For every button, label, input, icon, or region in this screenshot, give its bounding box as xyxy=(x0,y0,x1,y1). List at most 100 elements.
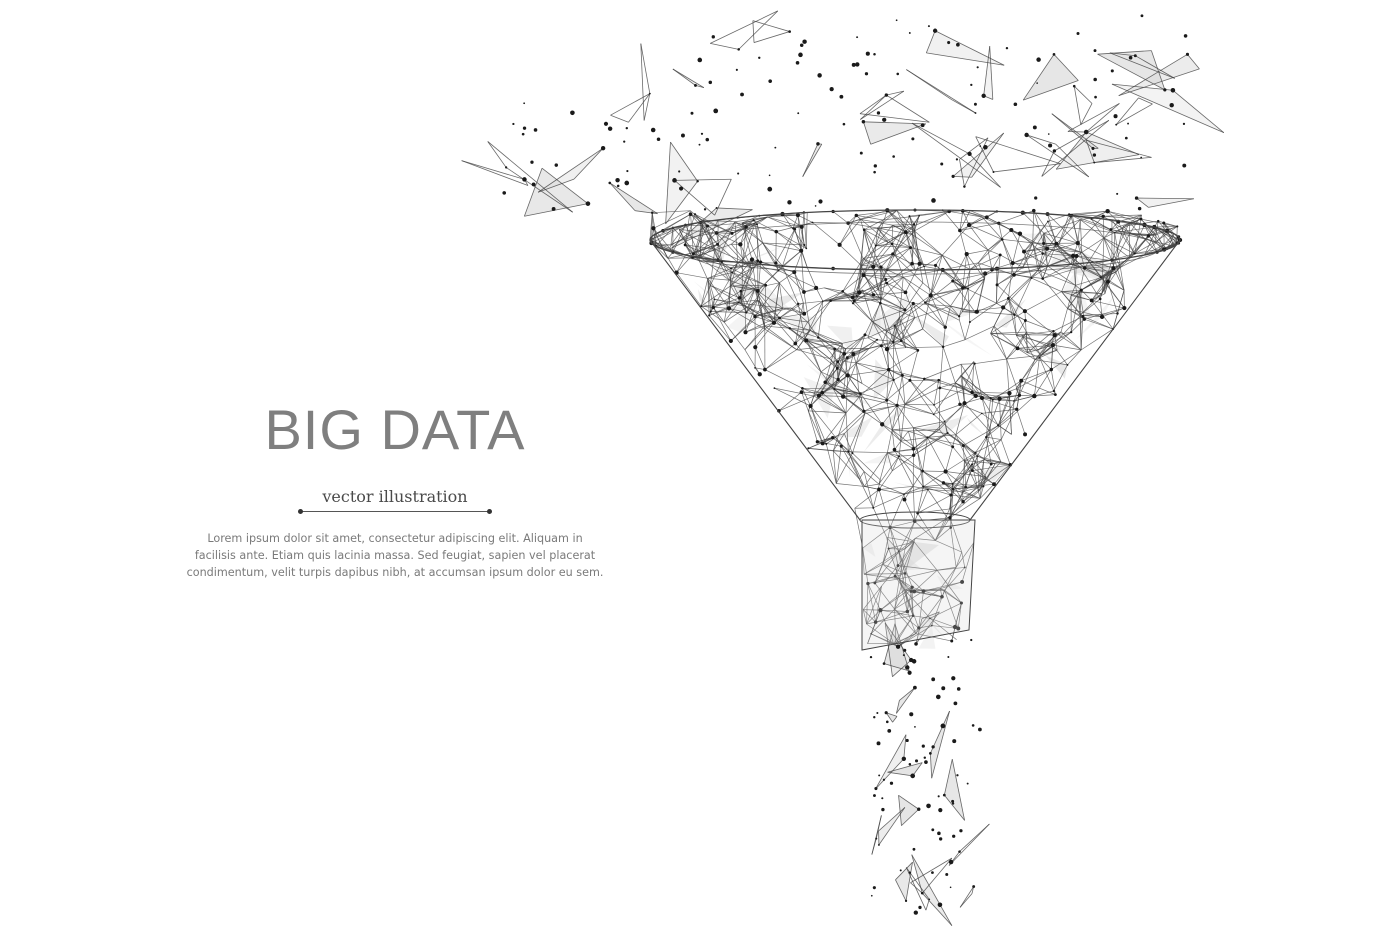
wire-line xyxy=(894,325,907,348)
wire-line xyxy=(912,486,916,522)
wire-line xyxy=(873,247,911,268)
wire-line xyxy=(843,361,857,364)
wire-line xyxy=(942,209,961,231)
wire-line xyxy=(860,264,881,268)
wire-line xyxy=(872,321,902,342)
particle-node xyxy=(603,121,609,126)
shard-line xyxy=(929,753,933,779)
wire-line xyxy=(962,476,987,502)
wire-line xyxy=(1040,349,1058,356)
wire-line xyxy=(886,349,890,370)
shard-line xyxy=(896,700,900,714)
wire-line xyxy=(1070,252,1083,265)
particle-node xyxy=(797,112,800,115)
wire-line xyxy=(858,478,874,508)
wire-node xyxy=(756,259,760,263)
wire-line xyxy=(854,289,879,302)
wire-line xyxy=(862,609,876,623)
wire-line xyxy=(862,527,891,549)
wire-node xyxy=(967,287,969,290)
wire-line xyxy=(1024,291,1062,312)
wire-line xyxy=(1070,263,1110,274)
wire-line xyxy=(944,589,962,604)
shard-line xyxy=(1026,134,1090,178)
particle-node xyxy=(889,781,894,785)
wire-line xyxy=(922,471,924,487)
shard-line xyxy=(716,207,753,211)
wire-line xyxy=(882,215,920,221)
wire-node xyxy=(974,309,979,314)
wire-line xyxy=(836,343,843,369)
wire-line xyxy=(892,427,914,431)
wire-line xyxy=(741,215,760,224)
wire-node xyxy=(948,516,952,520)
shard-line xyxy=(875,815,882,839)
particle-node xyxy=(829,86,834,92)
wire-node xyxy=(961,286,965,290)
shard-fill xyxy=(863,121,926,145)
particle-node xyxy=(679,186,684,191)
wire-line xyxy=(796,347,812,351)
wire-line xyxy=(807,410,823,444)
wire-line xyxy=(964,460,996,465)
wire-line xyxy=(904,282,924,310)
particle-node xyxy=(937,795,940,798)
wire-node xyxy=(910,585,914,589)
wire-line xyxy=(881,297,906,311)
wire-line xyxy=(877,210,898,229)
wire-line xyxy=(941,255,966,288)
wire-line xyxy=(904,404,934,415)
wire-line xyxy=(832,412,847,452)
wire-node xyxy=(706,224,710,228)
particle-node xyxy=(1036,82,1038,84)
shard-line xyxy=(665,142,671,224)
wire-node xyxy=(959,601,963,605)
wire-line xyxy=(1016,320,1026,336)
particle-node xyxy=(521,132,525,136)
wire-node xyxy=(852,299,856,303)
wire-node xyxy=(1071,253,1076,258)
subtitle-underline xyxy=(298,509,492,514)
wire-line xyxy=(778,282,784,309)
particle-node xyxy=(861,120,866,124)
wire-line xyxy=(989,399,994,432)
wire-line xyxy=(952,464,973,485)
wire-node xyxy=(968,321,971,324)
wire-line xyxy=(888,548,905,550)
wire-line xyxy=(1050,345,1054,370)
wire-line xyxy=(842,274,864,292)
particle-node xyxy=(914,642,918,646)
wire-line xyxy=(796,349,830,359)
wire-node xyxy=(807,447,810,450)
wire-line xyxy=(1015,359,1036,390)
wire-line xyxy=(1156,227,1175,247)
wire-node xyxy=(693,213,697,216)
wire-line xyxy=(745,318,775,333)
wire-line xyxy=(875,231,906,246)
wire-line xyxy=(887,429,893,453)
wire-line xyxy=(1079,293,1103,316)
wire-node xyxy=(932,413,935,416)
wire-line xyxy=(943,482,981,499)
shard-line xyxy=(1136,197,1149,208)
shard-line xyxy=(896,687,916,714)
wire-line xyxy=(886,328,923,350)
wire-node xyxy=(823,380,827,384)
wire-line xyxy=(942,262,979,271)
particle-node xyxy=(705,137,710,142)
wire-line xyxy=(944,567,966,591)
wire-node xyxy=(835,366,839,370)
particle-node xyxy=(949,886,952,889)
wire-line xyxy=(707,278,730,309)
wire-line xyxy=(716,232,723,262)
wire-line xyxy=(939,429,953,448)
wire-line xyxy=(844,345,882,355)
wire-line xyxy=(867,610,881,644)
wire-line xyxy=(847,353,854,376)
shard-line xyxy=(959,137,989,160)
particle-node xyxy=(881,797,884,800)
particle-node xyxy=(970,638,973,642)
wire-node xyxy=(943,325,947,329)
particle-node xyxy=(881,807,885,812)
